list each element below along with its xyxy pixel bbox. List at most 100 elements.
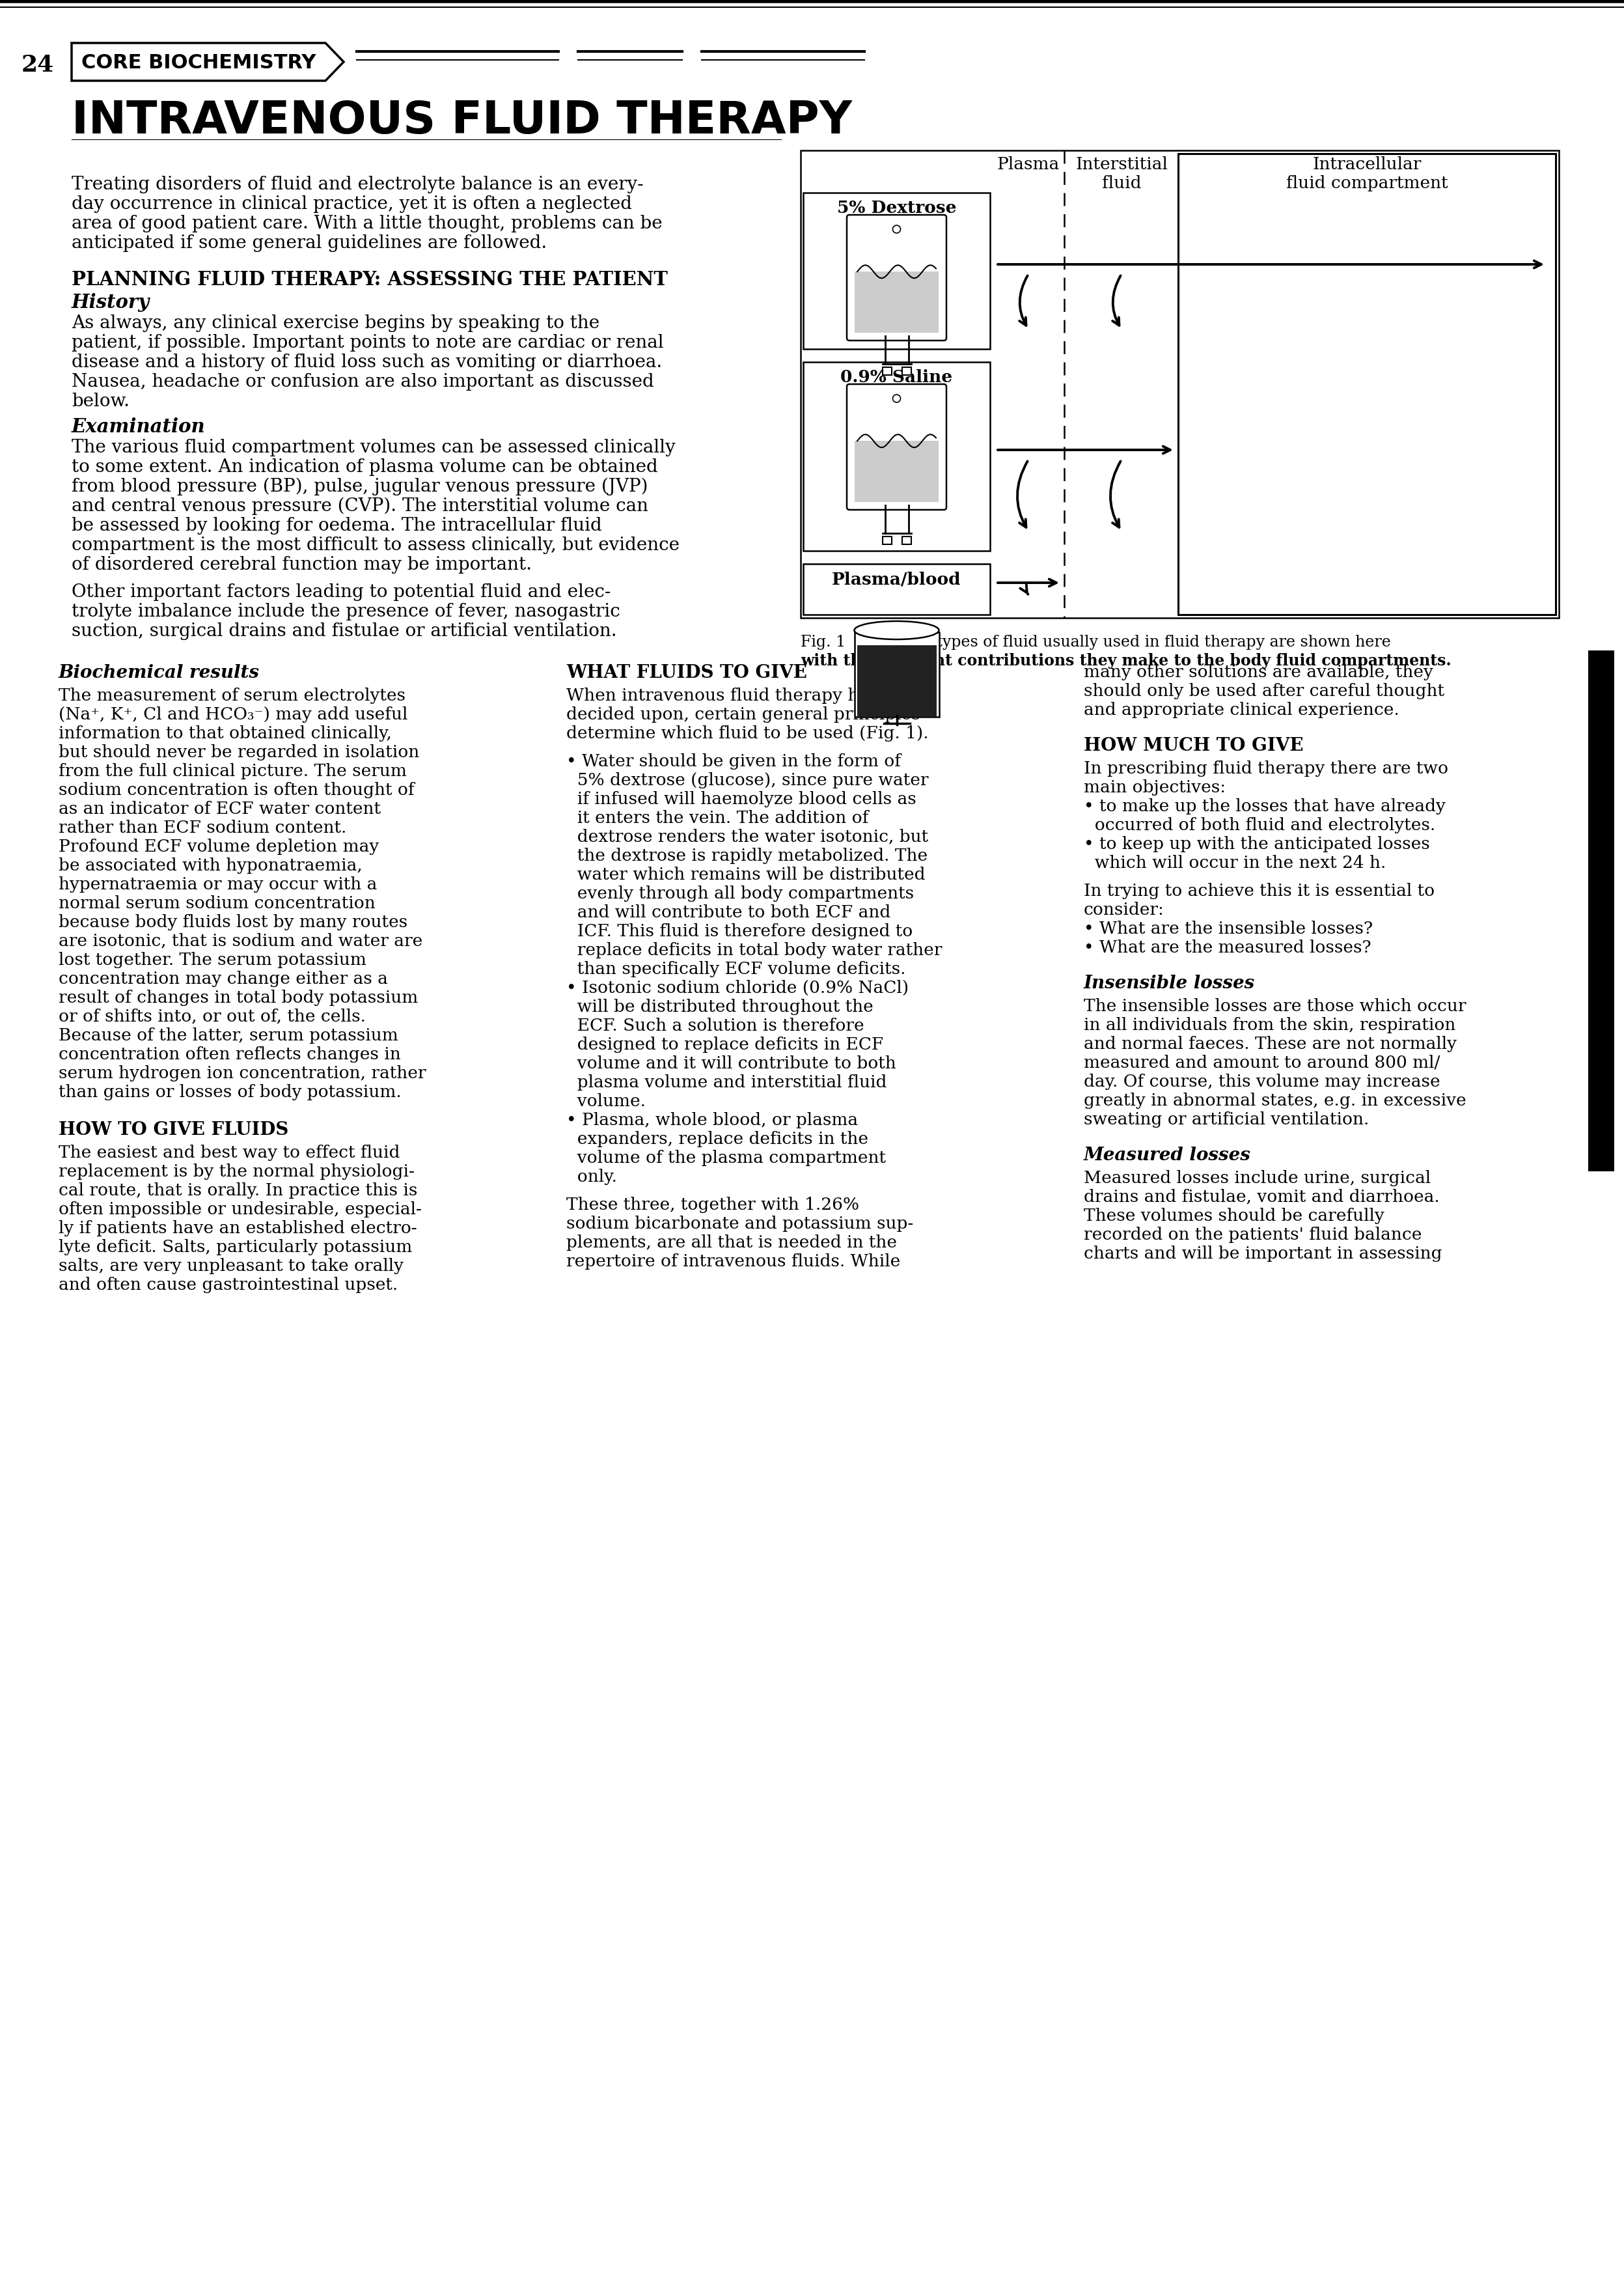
Text: in all individuals from the skin, respiration: in all individuals from the skin, respir…: [1083, 1017, 1455, 1033]
Text: The easiest and best way to effect fluid: The easiest and best way to effect fluid: [58, 1145, 400, 1161]
Text: Other important factors leading to potential fluid and elec-: Other important factors leading to poten…: [71, 583, 611, 601]
Text: Because of the latter, serum potassium: Because of the latter, serum potassium: [58, 1026, 398, 1042]
Text: which will occur in the next 24 h.: which will occur in the next 24 h.: [1083, 855, 1385, 871]
Text: These three, together with 1.26%: These three, together with 1.26%: [567, 1196, 859, 1212]
Text: with the different contributions they make to the body fluid compartments.: with the different contributions they ma…: [801, 654, 1452, 668]
Text: disease and a history of fluid loss such as vomiting or diarrhoea.: disease and a history of fluid loss such…: [71, 354, 663, 370]
Text: from blood pressure (BP), pulse, jugular venous pressure (JVP): from blood pressure (BP), pulse, jugular…: [71, 478, 648, 496]
Text: 24: 24: [21, 55, 54, 75]
Text: When intravenous fluid therapy has been: When intravenous fluid therapy has been: [567, 688, 926, 704]
Text: • to keep up with the anticipated losses: • to keep up with the anticipated losses: [1083, 837, 1429, 853]
Text: Examination: Examination: [71, 418, 206, 437]
Text: designed to replace deficits in ECF: designed to replace deficits in ECF: [567, 1036, 883, 1052]
Text: salts, are very unpleasant to take orally: salts, are very unpleasant to take orall…: [58, 1257, 403, 1273]
Text: 0.9% Saline: 0.9% Saline: [841, 368, 953, 386]
Text: expanders, replace deficits in the: expanders, replace deficits in the: [567, 1132, 869, 1148]
Text: and central venous pressure (CVP). The interstitial volume can: and central venous pressure (CVP). The i…: [71, 498, 648, 514]
Text: it enters the vein. The addition of: it enters the vein. The addition of: [567, 809, 869, 825]
Text: • What are the insensible losses?: • What are the insensible losses?: [1083, 921, 1372, 937]
Text: of disordered cerebral function may be important.: of disordered cerebral function may be i…: [71, 555, 531, 574]
Text: plasma volume and interstitial fluid: plasma volume and interstitial fluid: [567, 1074, 887, 1090]
Text: repertoire of intravenous fluids. While: repertoire of intravenous fluids. While: [567, 1253, 900, 1269]
Text: day. Of course, this volume may increase: day. Of course, this volume may increase: [1083, 1074, 1440, 1090]
Text: (Na⁺, K⁺, Cl and HCO₃⁻) may add useful: (Na⁺, K⁺, Cl and HCO₃⁻) may add useful: [58, 706, 408, 722]
Text: concentration may change either as a: concentration may change either as a: [58, 972, 388, 988]
Bar: [1177, 153, 1556, 615]
Text: main objectives:: main objectives:: [1083, 780, 1226, 796]
Text: as an indicator of ECF water content: as an indicator of ECF water content: [58, 800, 380, 816]
Text: concentration often reflects changes in: concentration often reflects changes in: [58, 1047, 401, 1063]
Text: HOW MUCH TO GIVE: HOW MUCH TO GIVE: [1083, 736, 1304, 754]
Text: CORE BIOCHEMISTRY: CORE BIOCHEMISTRY: [81, 53, 315, 71]
Text: Treating disorders of fluid and electrolyte balance is an every-: Treating disorders of fluid and electrol…: [71, 176, 643, 194]
Text: than specifically ECF volume deficits.: than specifically ECF volume deficits.: [567, 960, 906, 976]
Text: if infused will haemolyze blood cells as: if infused will haemolyze blood cells as: [567, 791, 916, 807]
Polygon shape: [71, 43, 344, 82]
Text: occurred of both fluid and electrolytes.: occurred of both fluid and electrolytes.: [1083, 816, 1436, 832]
Text: volume.: volume.: [567, 1093, 646, 1109]
FancyBboxPatch shape: [846, 215, 947, 341]
Text: and often cause gastrointestinal upset.: and often cause gastrointestinal upset.: [58, 1276, 398, 1292]
Text: Plasma: Plasma: [997, 155, 1060, 171]
Bar: [801, 151, 1559, 620]
Bar: [901, 537, 911, 544]
Text: greatly in abnormal states, e.g. in excessive: greatly in abnormal states, e.g. in exce…: [1083, 1093, 1466, 1109]
Text: In prescribing fluid therapy there are two: In prescribing fluid therapy there are t…: [1083, 761, 1449, 777]
Bar: [804, 565, 991, 615]
Text: ly if patients have an established electro-: ly if patients have an established elect…: [58, 1221, 417, 1237]
Text: decided upon, certain general principles: decided upon, certain general principles: [567, 706, 921, 722]
Text: lyte deficit. Salts, particularly potassium: lyte deficit. Salts, particularly potass…: [58, 1239, 412, 1255]
Text: charts and will be important in assessing: charts and will be important in assessin…: [1083, 1246, 1442, 1262]
Text: PLANNING FLUID THERAPY: ASSESSING THE PATIENT: PLANNING FLUID THERAPY: ASSESSING THE PA…: [71, 270, 667, 288]
Bar: [882, 537, 892, 544]
Text: determine which fluid to be used (Fig. 1).: determine which fluid to be used (Fig. 1…: [567, 725, 929, 741]
Text: compartment is the most difficult to assess clinically, but evidence: compartment is the most difficult to ass…: [71, 537, 679, 553]
Text: or of shifts into, or out of, the cells.: or of shifts into, or out of, the cells.: [58, 1008, 365, 1024]
Text: and normal faeces. These are not normally: and normal faeces. These are not normall…: [1083, 1036, 1457, 1052]
Text: be assessed by looking for oedema. The intracellular fluid: be assessed by looking for oedema. The i…: [71, 517, 603, 535]
Text: evenly through all body compartments: evenly through all body compartments: [567, 885, 914, 901]
Bar: [857, 645, 937, 718]
Bar: [901, 368, 911, 375]
Text: • Water should be given in the form of: • Water should be given in the form of: [567, 752, 901, 770]
Text: rather than ECF sodium content.: rather than ECF sodium content.: [58, 818, 346, 837]
Text: INTRAVENOUS FLUID THERAPY: INTRAVENOUS FLUID THERAPY: [71, 98, 853, 142]
Text: plements, are all that is needed in the: plements, are all that is needed in the: [567, 1234, 896, 1250]
Text: 5% Dextrose: 5% Dextrose: [836, 199, 957, 217]
Text: As always, any clinical exercise begins by speaking to the: As always, any clinical exercise begins …: [71, 315, 599, 331]
Text: Measured losses: Measured losses: [1083, 1145, 1250, 1164]
Text: below.: below.: [71, 393, 130, 409]
Text: area of good patient care. With a little thought, problems can be: area of good patient care. With a little…: [71, 215, 663, 233]
Text: cal route, that is orally. In practice this is: cal route, that is orally. In practice t…: [58, 1182, 417, 1198]
Text: • to make up the losses that have already: • to make up the losses that have alread…: [1083, 798, 1445, 814]
Text: volume and it will contribute to both: volume and it will contribute to both: [567, 1056, 896, 1072]
Text: anticipated if some general guidelines are followed.: anticipated if some general guidelines a…: [71, 235, 547, 251]
Text: In trying to achieve this it is essential to: In trying to achieve this it is essentia…: [1083, 882, 1434, 898]
Text: because body fluids lost by many routes: because body fluids lost by many routes: [58, 914, 408, 930]
Text: should only be used after careful thought: should only be used after careful though…: [1083, 684, 1444, 700]
Text: the dextrose is rapidly metabolized. The: the dextrose is rapidly metabolized. The: [567, 848, 927, 864]
Text: • Isotonic sodium chloride (0.9% NaCl): • Isotonic sodium chloride (0.9% NaCl): [567, 981, 909, 997]
Text: result of changes in total body potassium: result of changes in total body potassiu…: [58, 990, 417, 1006]
Text: than gains or losses of body potassium.: than gains or losses of body potassium.: [58, 1084, 401, 1100]
Text: dextrose renders the water isotonic, but: dextrose renders the water isotonic, but: [567, 828, 929, 846]
Text: replace deficits in total body water rather: replace deficits in total body water rat…: [567, 942, 942, 958]
Text: • What are the measured losses?: • What are the measured losses?: [1083, 940, 1371, 956]
Text: water which remains will be distributed: water which remains will be distributed: [567, 866, 926, 882]
Text: replacement is by the normal physiologi-: replacement is by the normal physiologi-: [58, 1164, 414, 1180]
Text: information to that obtained clinically,: information to that obtained clinically,: [58, 725, 391, 741]
Text: Nausea, headache or confusion are also important as discussed: Nausea, headache or confusion are also i…: [71, 373, 654, 391]
Text: trolyte imbalance include the presence of fever, nasogastric: trolyte imbalance include the presence o…: [71, 604, 620, 620]
Text: but should never be regarded in isolation: but should never be regarded in isolatio…: [58, 743, 419, 761]
Text: will be distributed throughout the: will be distributed throughout the: [567, 999, 874, 1015]
Text: are isotonic, that is sodium and water are: are isotonic, that is sodium and water a…: [58, 933, 422, 949]
Text: patient, if possible. Important points to note are cardiac or renal: patient, if possible. Important points t…: [71, 334, 664, 352]
Text: recorded on the patients' fluid balance: recorded on the patients' fluid balance: [1083, 1225, 1423, 1244]
Text: sodium bicarbonate and potassium sup-: sodium bicarbonate and potassium sup-: [567, 1216, 913, 1232]
Text: often impossible or undesirable, especial-: often impossible or undesirable, especia…: [58, 1200, 422, 1216]
Text: many other solutions are available, they: many other solutions are available, they: [1083, 663, 1434, 681]
Text: lost together. The serum potassium: lost together. The serum potassium: [58, 951, 367, 967]
Text: hypernatraemia or may occur with a: hypernatraemia or may occur with a: [58, 876, 377, 892]
Text: History: History: [71, 293, 149, 311]
Text: ICF. This fluid is therefore designed to: ICF. This fluid is therefore designed to: [567, 924, 913, 940]
